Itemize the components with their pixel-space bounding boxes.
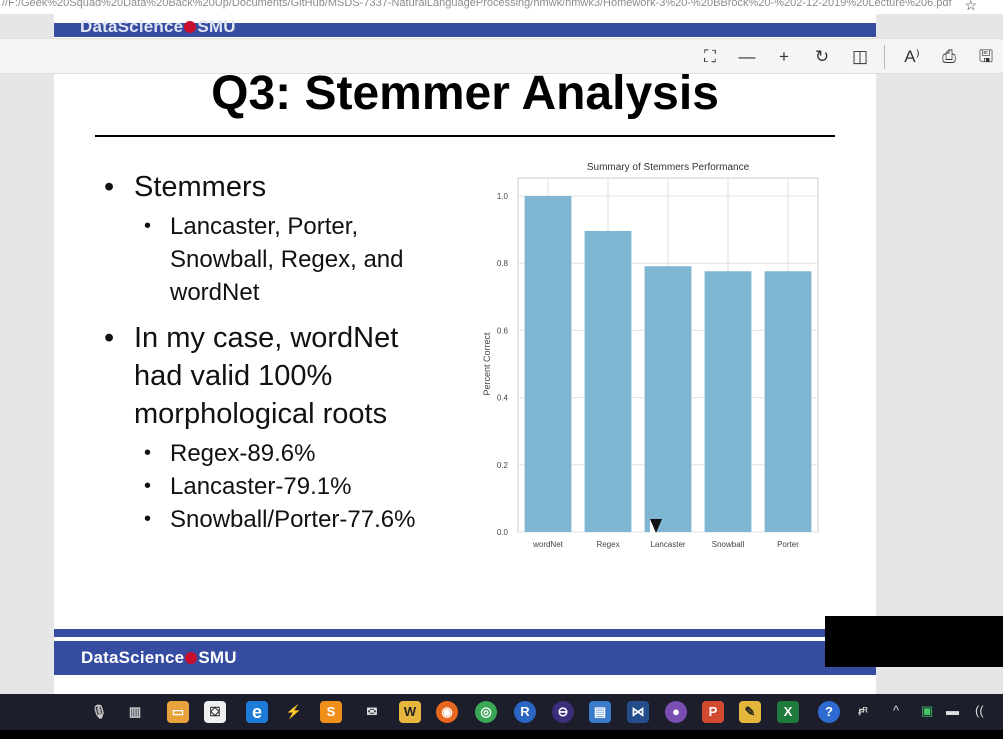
- tray-app-icon[interactable]: ▣: [921, 703, 934, 718]
- read-aloud-icon[interactable]: A⁾: [904, 47, 920, 66]
- y-axis-label: Percent Correct: [482, 332, 492, 396]
- y-tick-label: 0.4: [497, 394, 509, 403]
- bar-lancaster: [644, 266, 692, 532]
- stemmer-bar-chart: 0.0 0.2 0.4 0.6 0.8 1.0 wordNet Regex Lancaster S…: [482, 162, 819, 549]
- chrome-icon[interactable]: ◎: [475, 701, 497, 723]
- print-icon[interactable]: ⎙: [942, 47, 956, 66]
- page-view-icon[interactable]: ◫: [851, 47, 869, 66]
- people-icon[interactable]: ꞧᴿ: [858, 706, 868, 718]
- excel-icon[interactable]: X: [777, 701, 799, 723]
- powerpoint-icon[interactable]: P: [702, 701, 724, 723]
- y-tick-label: 0.0: [497, 528, 509, 537]
- task-view-icon[interactable]: ▥: [128, 704, 142, 719]
- sub-bullet-stemmer-list: Lancaster, Porter, Snowball, Regex, and …: [102, 210, 462, 309]
- firefox-icon[interactable]: ◉: [436, 701, 458, 723]
- mouse-cursor-icon: [650, 519, 662, 533]
- mail-icon[interactable]: ✉: [366, 704, 378, 719]
- x-tick-label: Regex: [596, 540, 619, 549]
- bottom-brand-logo: DataScience SMU: [81, 648, 237, 667]
- bottom-edge: [0, 730, 1003, 739]
- battery-icon[interactable]: ▬: [946, 703, 959, 718]
- toolbar-divider: [884, 45, 885, 69]
- bullet-stemmers: Stemmers: [102, 168, 462, 206]
- x-tick-label: Lancaster: [650, 540, 685, 549]
- bullet-wordnet-case: In my case, wordNet had valid 100% morph…: [102, 319, 462, 433]
- sub-bullet-lancaster: Lancaster-79.1%: [102, 470, 462, 503]
- bar-wordnet: [524, 196, 572, 532]
- remote-desktop-icon[interactable]: ▤: [589, 701, 611, 723]
- bar-porter: [764, 271, 812, 532]
- sub-bullet-regex: Regex-89.6%: [102, 437, 462, 470]
- black-overlay: [825, 616, 1003, 667]
- taskbar: 🎙 ▥ ▭ ⛋ e ⚡ S ✉ W ◉ ◎ R ⊖ ▤ ⋈ ● P ✎ X ? …: [0, 694, 1003, 730]
- bar-snowball: [704, 271, 752, 532]
- x-tick-label: wordNet: [532, 540, 564, 549]
- save-icon[interactable]: 🖫: [978, 47, 994, 66]
- top-brand-logo: DataScience SMU: [80, 17, 236, 36]
- help-icon[interactable]: ?: [818, 701, 840, 723]
- address-bar[interactable]: //F:/Geek%20Squad%20Data%20Back%20Up/Doc…: [0, 0, 1003, 14]
- file-explorer-icon[interactable]: ▭: [167, 701, 189, 723]
- y-tick-label: 0.8: [497, 259, 509, 268]
- zoom-out-icon[interactable]: —: [738, 47, 756, 66]
- star-icon[interactable]: ☆: [964, 0, 977, 13]
- url-text[interactable]: //F:/Geek%20Squad%20Data%20Back%20Up/Doc…: [2, 0, 952, 9]
- bullet-list: Stemmers Lancaster, Porter, Snowball, Re…: [102, 168, 462, 536]
- paint-icon[interactable]: ✎: [739, 701, 761, 723]
- slide-title: Q3: Stemmer Analysis: [211, 67, 719, 120]
- chart-title: Summary of Stemmers Performance: [587, 162, 750, 173]
- word-icon[interactable]: W: [399, 701, 421, 723]
- pdf-toolbar: ⛶ — + ↻ ◫ A⁾ ⎙ 🖫: [0, 38, 1003, 74]
- bottom-band-thin: [54, 629, 876, 637]
- brand-dot-icon: [185, 652, 198, 664]
- wifi-icon[interactable]: ((: [975, 703, 984, 718]
- bar-regex: [584, 230, 632, 532]
- fit-page-icon[interactable]: ⛶: [704, 47, 716, 66]
- bottom-brand-band: DataScience SMU: [54, 641, 876, 675]
- top-brand-band: DataScience SMU: [54, 17, 876, 37]
- microphone-icon[interactable]: 🎙: [90, 704, 108, 719]
- title-divider: [95, 135, 835, 137]
- x-tick-label: Snowball: [712, 540, 745, 549]
- x-tick-label: Porter: [777, 540, 799, 549]
- eclipse-icon[interactable]: ⊖: [552, 701, 574, 723]
- tray-chevron-icon[interactable]: ^: [893, 703, 900, 718]
- y-tick-label: 0.6: [497, 326, 509, 335]
- edge-icon[interactable]: e: [246, 701, 268, 723]
- y-tick-label: 0.2: [497, 461, 509, 470]
- zoom-in-icon[interactable]: +: [779, 47, 789, 66]
- r-icon[interactable]: R: [514, 701, 536, 723]
- vs-code-icon[interactable]: ⚡: [285, 704, 303, 719]
- vscode-alt-icon[interactable]: ⋈: [627, 701, 649, 723]
- sublime-icon[interactable]: S: [320, 701, 342, 723]
- tor-icon[interactable]: ●: [665, 701, 687, 723]
- brand-dot-icon: [184, 21, 197, 33]
- y-tick-label: 1.0: [497, 192, 509, 201]
- rotate-icon[interactable]: ↻: [814, 47, 830, 66]
- sub-bullet-snowball-porter: Snowball/Porter-77.6%: [102, 503, 462, 536]
- store-icon[interactable]: ⛋: [204, 701, 226, 723]
